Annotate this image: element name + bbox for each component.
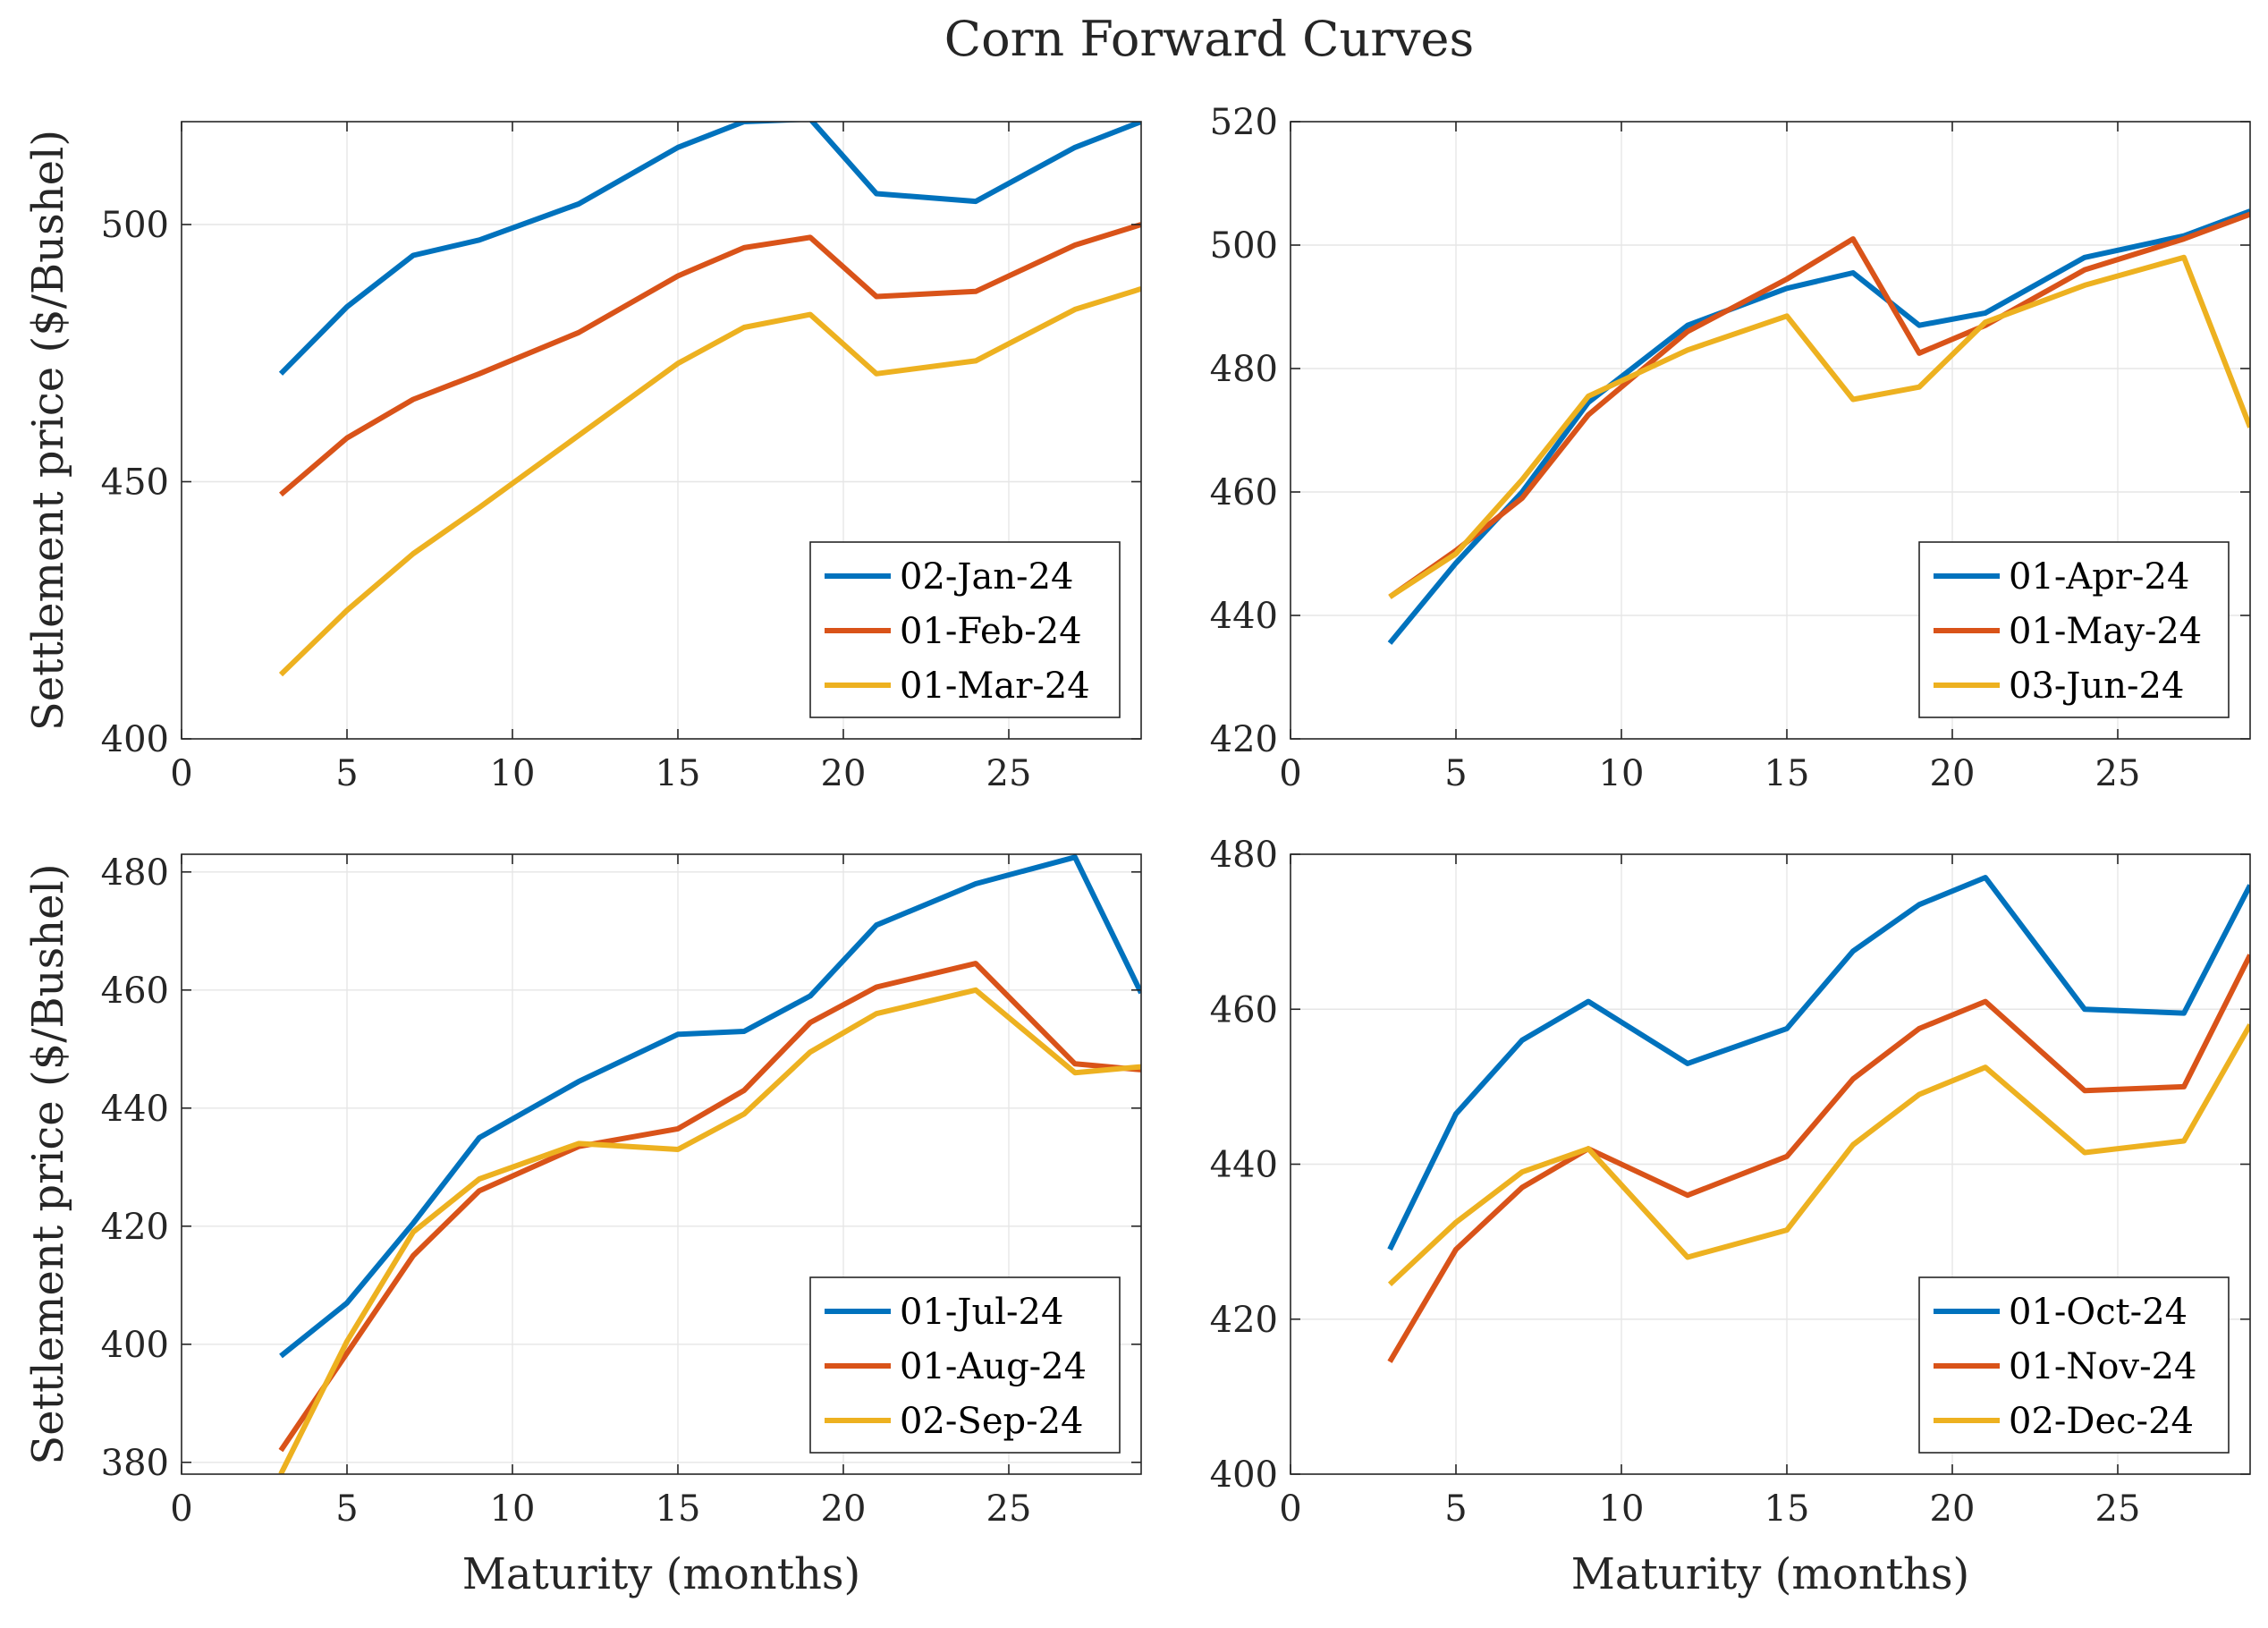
series-group xyxy=(278,854,1141,1474)
axis-box xyxy=(1290,121,2251,740)
y-tick-label: 400 xyxy=(101,1325,169,1366)
x-tick-label: 15 xyxy=(1764,753,1810,794)
chart-top-right: 0 5 10 15 20 2542044046048050052001-Apr-2401-… xyxy=(1210,102,2251,794)
series-line-02-Dec-24 xyxy=(1387,1023,2250,1286)
series-line-01-Mar-24 xyxy=(278,286,1141,677)
x-tick-label: 20 xyxy=(1930,1488,1976,1530)
series-line-02-Sep-24 xyxy=(278,987,1141,1474)
legend-label: 01-May-24 xyxy=(2009,611,2202,652)
y-tick-label: 480 xyxy=(101,852,169,894)
legend-label: 01-Apr-24 xyxy=(2009,556,2189,598)
x-axis-title: Maturity (months) xyxy=(462,1549,861,1599)
x-tick-label: 10 xyxy=(1599,1488,1645,1530)
x-tick-label: 5 xyxy=(335,1488,358,1530)
y-tick-label: 450 xyxy=(101,462,169,504)
x-tick-label: 10 xyxy=(490,753,536,794)
chart-top-left: 0 5 10 15 20 25 400 450 500 Settlement price ($/B… xyxy=(23,121,1142,794)
x-tick-label: 15 xyxy=(1764,1488,1810,1530)
legend: 01-Oct-24 01-Nov-24 02-Dec-24 xyxy=(1918,1276,2230,1454)
y-axis-title: Settlement price ($/Bushel) xyxy=(23,130,73,731)
chart-bottom-right: 0 5 10 15 20 25 400 420 440 460 480 Maturity (month… xyxy=(1210,835,2251,1599)
y-tick-label: 480 xyxy=(1210,835,1278,876)
axis-box xyxy=(181,121,1142,740)
y-tick-label: 520 xyxy=(1210,102,1278,143)
y-tick-label: 440 xyxy=(1210,1145,1278,1186)
x-tick-label: 15 xyxy=(656,753,701,794)
series-group xyxy=(1387,208,2250,645)
x-tick-label: 10 xyxy=(1599,753,1645,794)
series-group xyxy=(1387,875,2250,1363)
x-tick-label: 0 xyxy=(170,753,192,794)
series-line-02-Jan-24 xyxy=(278,122,1141,376)
legend-box xyxy=(1918,1276,2230,1454)
x-tick-label: 0 xyxy=(170,1488,192,1530)
x-tick-label: 20 xyxy=(1930,753,1976,794)
x-tick-label: 20 xyxy=(821,753,867,794)
legend-label: 02-Jan-24 xyxy=(900,556,1073,598)
x-tick-label: 10 xyxy=(490,1488,536,1530)
y-tick-label: 500 xyxy=(1210,225,1278,267)
x-tick-label: 5 xyxy=(1444,753,1467,794)
y-tick-label: 440 xyxy=(1210,596,1278,637)
x-tick-label: 0 xyxy=(1279,1488,1301,1530)
series-line-01-Oct-24 xyxy=(1387,875,2250,1251)
series-line-01-Nov-24 xyxy=(1387,954,2250,1363)
x-tick-label: 25 xyxy=(2095,1488,2141,1530)
x-tick-label: 25 xyxy=(986,1488,1032,1530)
series-line-01-May-24 xyxy=(1388,211,2250,599)
x-tick-label: 0 xyxy=(1279,753,1301,794)
legend: 01-Apr-24 01-May-24 03-Jun-24 xyxy=(1918,541,2230,718)
y-tick-label: 460 xyxy=(1210,472,1278,513)
legend-label: 01-Mar-24 xyxy=(900,666,1090,707)
x-tick-label: 20 xyxy=(821,1488,867,1530)
legend-label: 01-Aug-24 xyxy=(900,1346,1087,1387)
y-tick-label: 480 xyxy=(1210,349,1278,390)
legend-label: 01-Oct-24 xyxy=(2009,1292,2188,1333)
y-tick-label: 420 xyxy=(1210,719,1278,760)
y-tick-label: 460 xyxy=(1210,989,1278,1030)
legend-label: 01-Feb-24 xyxy=(900,611,1082,652)
x-axis-title: Maturity (months) xyxy=(1571,1549,1970,1599)
y-tick-label: 420 xyxy=(101,1207,169,1248)
y-tick-label: 500 xyxy=(101,205,169,246)
y-tick-label: 380 xyxy=(101,1443,169,1484)
series-line-01-Aug-24 xyxy=(278,961,1141,1453)
legend-label: 03-Jun-24 xyxy=(2009,666,2184,707)
axis-box xyxy=(181,853,1142,1475)
series-line-03-Jun-24 xyxy=(1388,254,2250,599)
figure-title: Corn Forward Curves xyxy=(944,11,1474,67)
x-tick-label: 25 xyxy=(2095,753,2141,794)
legend: 02-Jan-24 01-Feb-24 01-Mar-24 xyxy=(809,541,1121,718)
legend: 01-Jul-24 01-Aug-24 02-Sep-24 xyxy=(809,1276,1121,1454)
x-tick-label: 5 xyxy=(335,753,358,794)
y-tick-label: 440 xyxy=(101,1089,169,1130)
x-tick-label: 5 xyxy=(1444,1488,1467,1530)
series-line-01-Feb-24 xyxy=(279,222,1141,497)
series-group xyxy=(278,122,1141,677)
y-tick-label: 400 xyxy=(101,719,169,760)
legend-label: 02-Dec-24 xyxy=(2009,1401,2194,1442)
x-tick-label: 25 xyxy=(986,753,1032,794)
x-tick-label: 15 xyxy=(656,1488,701,1530)
legend-label: 01-Jul-24 xyxy=(900,1292,1063,1333)
y-axis-title: Settlement price ($/Bushel) xyxy=(23,863,73,1464)
legend-label: 01-Nov-24 xyxy=(2009,1346,2197,1387)
legend-label: 02-Sep-24 xyxy=(900,1401,1084,1442)
series-line-01-Jul-24 xyxy=(279,854,1141,1359)
chart-bottom-left: 0 5 10 15 20 25 380 400 420 440 460 480 Settlement p… xyxy=(23,852,1142,1599)
y-tick-label: 400 xyxy=(1210,1454,1278,1496)
y-tick-label: 420 xyxy=(1210,1300,1278,1341)
y-tick-label: 460 xyxy=(101,971,169,1012)
